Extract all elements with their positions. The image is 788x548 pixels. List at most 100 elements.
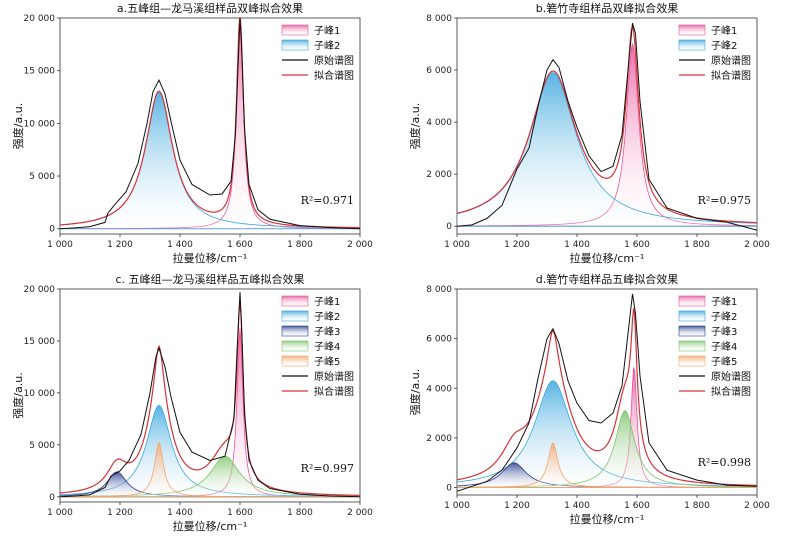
x-tick-label: 1 600 bbox=[227, 508, 253, 518]
plot-frame bbox=[59, 17, 361, 235]
peak-5-area bbox=[457, 442, 757, 488]
legend-swatch bbox=[281, 24, 309, 36]
x-tick-label: 1 600 bbox=[227, 240, 253, 250]
x-tick-label: 2 000 bbox=[347, 240, 373, 250]
legend-label: 子峰4 bbox=[711, 341, 737, 353]
chart-panel-4: d.箬竹寺组样品五峰拟合效果 1 000 1 200 1 400 1 600 1 800 2… bbox=[408, 272, 770, 526]
y-tick-label: 2 000 bbox=[426, 434, 452, 444]
legend-swatch bbox=[678, 39, 706, 51]
x-tick-label: 1 000 bbox=[47, 508, 73, 518]
x-tick-label: 1 400 bbox=[564, 240, 590, 250]
legend-label: 拟合谱图 bbox=[711, 385, 751, 398]
y-tick-label: 0 bbox=[446, 484, 452, 494]
x-axis-title: 拉曼位移/cm⁻¹ bbox=[173, 251, 248, 265]
legend-swatch bbox=[678, 310, 706, 322]
y-tick-label: 10 000 bbox=[24, 119, 56, 129]
legend-label: 子峰2 bbox=[314, 311, 340, 323]
x-tick-label: 1 400 bbox=[564, 501, 590, 511]
legend-label: 子峰2 bbox=[711, 311, 737, 323]
plot-frame bbox=[456, 17, 758, 235]
x-tick-label: 1 000 bbox=[444, 501, 470, 511]
y-tick-label: 6 000 bbox=[426, 335, 452, 345]
x-tick-label: 1 800 bbox=[287, 240, 313, 250]
y-tick-label: 0 bbox=[446, 222, 452, 232]
legend-label: 子峰1 bbox=[711, 296, 737, 308]
r-squared-label: R²=0.998 bbox=[698, 456, 751, 469]
x-tick-label: 1 800 bbox=[684, 501, 710, 511]
y-tick-label: 10 000 bbox=[24, 389, 56, 399]
x-tick-label: 2 000 bbox=[744, 240, 770, 250]
legend-swatch bbox=[281, 340, 309, 352]
legend-label: 子峰5 bbox=[711, 356, 737, 368]
peak-2-area bbox=[60, 91, 360, 230]
x-axis-title: 拉曼位移/cm⁻¹ bbox=[570, 512, 645, 526]
y-axis-title: 强度/a.u. bbox=[11, 372, 25, 418]
raw-spectrum bbox=[457, 23, 757, 231]
chart-panel-2: b.箬竹寺组样品双峰拟合效果 1 000 1 200 1 400 1 600 1 800 2… bbox=[408, 1, 770, 265]
legend-label: 原始谱图 bbox=[711, 370, 751, 383]
legend-label: 子峰4 bbox=[314, 341, 340, 353]
chart-title: b.箬竹寺组样品双峰拟合效果 bbox=[536, 1, 678, 15]
chart-title: d.箬竹寺组样品五峰拟合效果 bbox=[536, 272, 678, 286]
r-squared-label: R²=0.971 bbox=[301, 194, 354, 207]
r-squared-label: R²=0.997 bbox=[301, 462, 354, 475]
x-tick-label: 1 200 bbox=[504, 240, 530, 250]
x-tick-label: 1 200 bbox=[107, 508, 133, 518]
plot-area bbox=[457, 23, 757, 231]
chart-title: a.五峰组—龙马溪组样品双峰拟合效果 bbox=[117, 1, 303, 15]
legend-swatch bbox=[281, 310, 309, 322]
x-axis-title: 拉曼位移/cm⁻¹ bbox=[570, 251, 645, 265]
x-tick-label: 1 800 bbox=[287, 508, 313, 518]
plot-area bbox=[457, 293, 757, 492]
raw-spectrum bbox=[60, 18, 360, 230]
y-tick-label: 0 bbox=[49, 225, 55, 235]
y-tick-label: 8 000 bbox=[426, 14, 452, 24]
legend-swatch bbox=[678, 355, 706, 367]
legend-label: 子峰5 bbox=[314, 356, 340, 368]
y-tick-label: 5 000 bbox=[29, 172, 55, 182]
peak-5-area bbox=[60, 442, 360, 498]
y-axis-title: 强度/a.u. bbox=[11, 103, 25, 149]
legend-label: 原始谱图 bbox=[711, 54, 751, 67]
legend-label: 拟合谱图 bbox=[711, 69, 751, 82]
legend-label: 子峰2 bbox=[314, 40, 340, 52]
legend-swatch bbox=[678, 340, 706, 352]
x-tick-label: 1 600 bbox=[624, 501, 650, 511]
fit-curve bbox=[60, 301, 360, 496]
legend-label: 子峰3 bbox=[711, 326, 737, 338]
y-tick-label: 2 000 bbox=[426, 170, 452, 180]
legend-label: 子峰2 bbox=[711, 40, 737, 52]
legend-label: 原始谱图 bbox=[314, 370, 354, 383]
y-tick-label: 0 bbox=[49, 493, 55, 503]
legend-swatch bbox=[281, 39, 309, 51]
chart-panel-1: a.五峰组—龙马溪组样品双峰拟合效果 1 000 1 200 1 400 1 600 1 … bbox=[11, 1, 373, 265]
plot-frame bbox=[59, 288, 361, 503]
plot-frame bbox=[456, 288, 758, 496]
x-tick-label: 2 000 bbox=[744, 501, 770, 511]
y-axis-title: 强度/a.u. bbox=[408, 369, 422, 415]
y-tick-label: 4 000 bbox=[426, 384, 452, 394]
legend-label: 子峰3 bbox=[314, 326, 340, 338]
chart-title: c. 五峰组—龙马溪组样品五峰拟合效果 bbox=[115, 272, 304, 286]
y-tick-label: 15 000 bbox=[24, 67, 56, 77]
x-tick-label: 1 000 bbox=[47, 240, 73, 250]
y-tick-label: 8 000 bbox=[426, 285, 452, 295]
y-tick-label: 6 000 bbox=[426, 66, 452, 76]
x-tick-label: 1 200 bbox=[504, 501, 530, 511]
r-squared-label: R²=0.975 bbox=[698, 194, 751, 207]
x-tick-label: 2 000 bbox=[347, 508, 373, 518]
legend-label: 原始谱图 bbox=[314, 54, 354, 67]
x-tick-label: 1 200 bbox=[107, 240, 133, 250]
x-tick-label: 1 800 bbox=[684, 240, 710, 250]
y-tick-label: 20 000 bbox=[24, 14, 56, 24]
legend-label: 子峰1 bbox=[314, 25, 340, 37]
x-tick-label: 1 400 bbox=[167, 240, 193, 250]
legend-swatch bbox=[281, 295, 309, 307]
y-axis-title: 强度/a.u. bbox=[408, 103, 422, 149]
legend-label: 子峰1 bbox=[711, 25, 737, 37]
legend-label: 拟合谱图 bbox=[314, 69, 354, 82]
chart-panel-3: c. 五峰组—龙马溪组样品五峰拟合效果 1 000 1 200 1 400 1 600 1… bbox=[11, 272, 373, 533]
